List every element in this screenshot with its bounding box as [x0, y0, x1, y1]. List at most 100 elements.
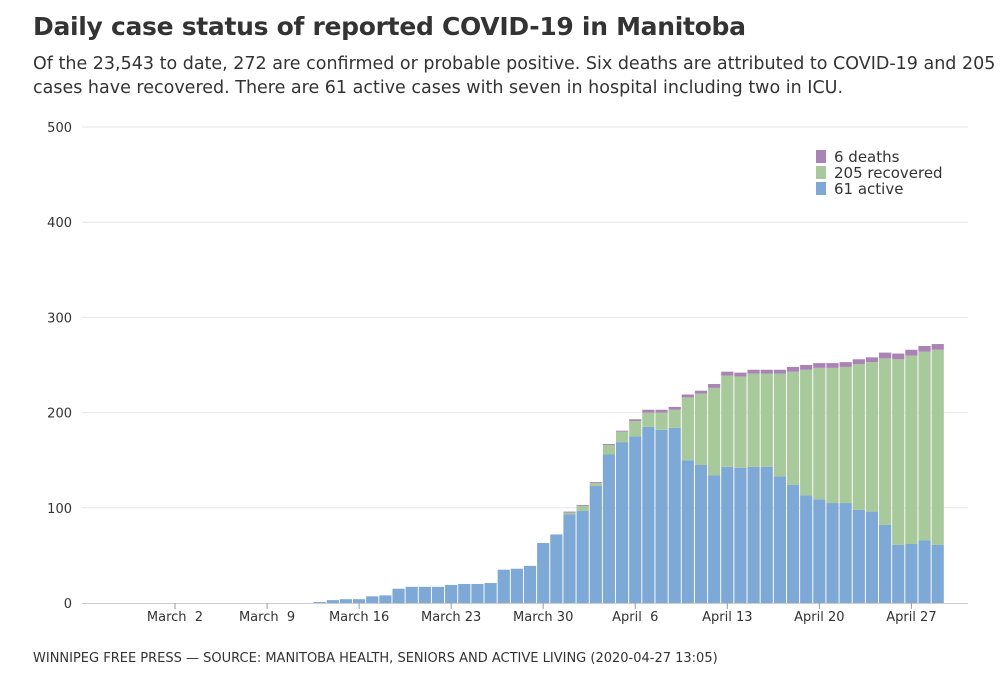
- bar-active: [510, 568, 523, 603]
- bar-active: [708, 475, 721, 603]
- bar-recovered: [813, 367, 826, 500]
- bar-recovered: [747, 373, 760, 467]
- bar-active: [721, 466, 734, 603]
- bar-active: [616, 442, 629, 603]
- bar-active: [681, 460, 694, 603]
- chart-subtitle: Of the 23,543 to date, 272 are confirmed…: [33, 52, 1000, 100]
- x-tick-label: March 30: [513, 610, 573, 625]
- bar-active: [892, 544, 905, 603]
- bar-deaths: [734, 372, 747, 377]
- bar-deaths: [931, 344, 944, 350]
- bar-active: [431, 586, 445, 603]
- bar-active: [339, 599, 353, 603]
- bar-recovered: [694, 393, 708, 465]
- bar-recovered: [879, 358, 892, 525]
- bar-active: [523, 565, 537, 603]
- bar-active: [747, 466, 760, 603]
- bar-active: [576, 510, 589, 603]
- bar-active: [905, 543, 918, 603]
- x-tick-label: April 20: [794, 610, 844, 625]
- legend-active-swatch: [816, 182, 826, 195]
- bar-active: [773, 476, 786, 603]
- bar-active: [589, 485, 602, 603]
- bar-deaths: [865, 357, 879, 363]
- bar-active: [826, 503, 839, 603]
- bar-recovered: [668, 409, 681, 428]
- bar-deaths: [905, 349, 918, 356]
- bar-recovered: [760, 373, 773, 467]
- legend-deaths-swatch: [816, 150, 826, 163]
- legend-deaths-label: 6 deaths: [834, 148, 900, 166]
- y-tick-label: 300: [47, 311, 72, 326]
- bar-deaths: [760, 369, 773, 374]
- bar-active: [484, 583, 497, 603]
- bar-deaths: [655, 409, 668, 413]
- bar-active: [879, 524, 892, 603]
- bar-deaths: [839, 362, 852, 367]
- bar-active: [655, 429, 668, 603]
- bar-active: [366, 596, 379, 603]
- bar-active: [313, 602, 326, 603]
- bar-deaths: [681, 394, 694, 398]
- bar-active: [326, 600, 339, 603]
- bar-deaths: [826, 363, 839, 368]
- bar-active: [813, 499, 826, 603]
- bar-active: [379, 595, 392, 603]
- bar-recovered: [681, 397, 694, 461]
- bar-active: [629, 436, 642, 603]
- bar-deaths: [563, 511, 576, 513]
- bar-active: [471, 583, 484, 603]
- bar-deaths: [602, 444, 616, 445]
- bar-active: [537, 543, 550, 603]
- bar-recovered: [773, 373, 786, 477]
- y-tick-label: 400: [47, 216, 72, 231]
- bar-active: [405, 586, 418, 603]
- y-tick-label: 100: [47, 502, 72, 517]
- bar-deaths: [589, 482, 602, 484]
- x-tick-label: March 23: [421, 610, 481, 625]
- bar-deaths: [892, 353, 905, 360]
- bar-active: [786, 484, 800, 603]
- bar-deaths: [918, 345, 931, 352]
- bar-recovered: [602, 444, 616, 455]
- bar-active: [392, 588, 405, 603]
- bar-recovered: [708, 387, 721, 476]
- bar-recovered: [865, 362, 879, 512]
- bar-deaths: [694, 390, 708, 394]
- bar-recovered: [576, 505, 589, 511]
- x-tick-label: April 13: [702, 610, 752, 625]
- subtitle-line-1: Of the 23,543 to date, 272 are confirmed…: [33, 54, 996, 74]
- bar-recovered: [905, 355, 918, 544]
- bar-deaths: [668, 406, 681, 410]
- bar-deaths: [642, 409, 655, 413]
- bar-deaths: [576, 504, 589, 506]
- bar-recovered: [721, 375, 734, 467]
- legend-active-label: 61 active: [834, 180, 903, 198]
- y-tick-label: 500: [47, 121, 72, 136]
- bar-active: [353, 599, 366, 603]
- bar-active: [445, 584, 458, 603]
- bars-group: [313, 344, 944, 603]
- x-tick-label: April 6: [612, 610, 658, 625]
- bar-active: [642, 426, 655, 603]
- bar-deaths: [786, 366, 800, 372]
- subtitle-line-2: cases have recovered. There are 61 activ…: [33, 78, 844, 98]
- bar-recovered: [786, 371, 800, 485]
- bar-active: [563, 514, 576, 603]
- legend-recovered-label: 205 recovered: [834, 164, 943, 182]
- bar-recovered: [629, 421, 642, 437]
- bar-recovered: [642, 412, 655, 427]
- bar-recovered: [563, 512, 576, 515]
- source-footer: WINNIPEG FREE PRESS — SOURCE: MANITOBA H…: [33, 651, 718, 666]
- bar-deaths: [800, 365, 813, 370]
- chart-title: Daily case status of reported COVID-19 i…: [33, 12, 746, 41]
- bar-active: [668, 427, 681, 603]
- bar-recovered: [800, 369, 813, 496]
- bar-deaths: [879, 352, 892, 359]
- bar-recovered: [892, 359, 905, 545]
- bar-recovered: [931, 349, 944, 545]
- y-tick-label: 200: [47, 407, 72, 422]
- bar-active: [497, 569, 510, 603]
- y-tick-label: 0: [64, 597, 72, 612]
